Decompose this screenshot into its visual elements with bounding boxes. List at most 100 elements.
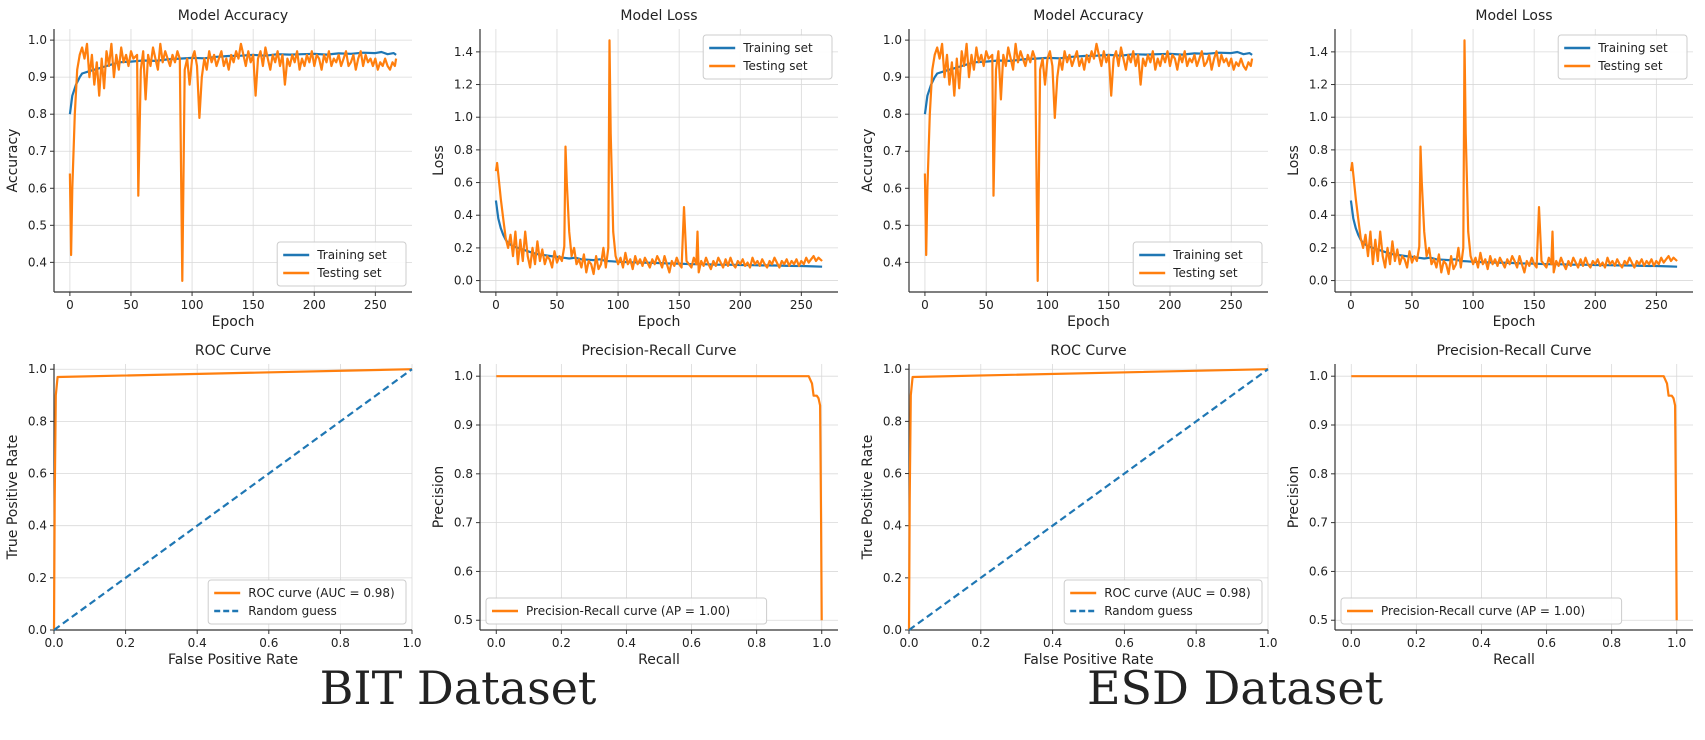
legend-box <box>276 241 407 287</box>
x-tick-label: 0.8 <box>331 636 350 650</box>
x-tick-label: 100 <box>1036 298 1059 312</box>
x-tick-label: 200 <box>729 298 752 312</box>
series-line-testing-set <box>494 39 823 276</box>
y-tick-label: 0.2 <box>454 241 473 255</box>
series-line-training-set <box>1349 200 1678 268</box>
y-tick-label: 0.5 <box>28 218 47 232</box>
x-tick-label: 200 <box>303 298 326 312</box>
x-tick-label: 150 <box>1097 298 1120 312</box>
y-tick-label: 0.4 <box>454 208 473 222</box>
y-tick-label: 0.0 <box>1309 274 1328 288</box>
x-tick-label: 50 <box>123 298 138 312</box>
chart-panel-bit-precision-recall-curve: 0.0 0.2 0.4 0.6 0.8 1.0 0.5 0.6 0.7 0.8 0.9 1.0 Prec… <box>431 343 838 668</box>
y-tick-label: 0.0 <box>28 623 47 637</box>
legend-box <box>207 579 407 625</box>
x-tick-label: 250 <box>1220 298 1243 312</box>
x-tick-label: 0.6 <box>682 636 701 650</box>
legend-box <box>1132 241 1263 287</box>
chart-title: Model Accuracy <box>178 8 288 24</box>
x-tick-label: 0.4 <box>188 636 207 650</box>
x-tick-label: 0.8 <box>747 636 766 650</box>
legend-label: ROC curve (AUC = 0.98) <box>248 586 395 600</box>
y-tick-label: 0.4 <box>883 519 902 533</box>
x-tick-label: 0.2 <box>552 636 571 650</box>
y-tick-label: 1.2 <box>1309 78 1328 92</box>
series-line-testing-set <box>1349 39 1678 276</box>
chart-panel-bit-model-loss: 0 50 100 150 200 250 0.0 0.2 0.4 0.6 0.8 1.0 1.2 1.4 M… <box>431 8 838 330</box>
y-tick-label: 0.2 <box>28 571 47 585</box>
x-axis-label: False Positive Rate <box>1023 652 1153 668</box>
legend-label: Testing set <box>1597 59 1663 73</box>
y-tick-label: 0.5 <box>454 613 473 627</box>
x-tick-label: 0.8 <box>1187 636 1206 650</box>
x-tick-label: 0.0 <box>1342 636 1361 650</box>
y-tick-label: 0.7 <box>28 144 47 158</box>
y-tick-label: 0.8 <box>1309 143 1328 157</box>
x-tick-label: 150 <box>1523 298 1546 312</box>
dataset-label-bit: BIT Dataset <box>319 661 597 715</box>
y-tick-label: 0.6 <box>28 181 47 195</box>
legend-label: Testing set <box>1172 266 1238 280</box>
y-tick-label: 0.4 <box>28 519 47 533</box>
y-tick-label: 1.0 <box>1309 369 1328 383</box>
x-tick-label: 0 <box>492 298 500 312</box>
x-tick-label: 50 <box>979 298 994 312</box>
x-tick-label: 1.0 <box>1258 636 1277 650</box>
legend-label: Random guess <box>248 604 337 618</box>
y-tick-label: 0.5 <box>1309 613 1328 627</box>
series-line-testing-set <box>923 42 1254 282</box>
y-axis-label: Accuracy <box>860 129 876 193</box>
chart-title: Model Accuracy <box>1033 8 1143 24</box>
y-axis-label: Loss <box>431 145 447 176</box>
legend-box <box>1340 597 1623 625</box>
y-tick-label: 1.0 <box>454 369 473 383</box>
x-tick-label: 150 <box>242 298 265 312</box>
y-tick-label: 0.9 <box>454 418 473 432</box>
y-tick-label: 1.0 <box>1309 110 1328 124</box>
x-tick-label: 50 <box>1404 298 1419 312</box>
x-tick-label: 250 <box>364 298 387 312</box>
y-tick-label: 0.8 <box>28 414 47 428</box>
legend-box <box>485 597 768 625</box>
x-tick-label: 0.2 <box>116 636 135 650</box>
x-tick-label: 1.0 <box>812 636 831 650</box>
chart-panel-esd-precision-recall-curve: 0.0 0.2 0.4 0.6 0.8 1.0 0.5 0.6 0.7 0.8 0.9 1.0 Prec… <box>1286 343 1693 668</box>
y-tick-label: 0.8 <box>454 143 473 157</box>
y-tick-label: 0.6 <box>1309 564 1328 578</box>
legend-label: Precision-Recall curve (AP = 1.00) <box>526 604 730 618</box>
legend-label: Training set <box>316 248 387 262</box>
y-tick-label: 0.6 <box>883 181 902 195</box>
legend-box <box>702 34 833 80</box>
x-tick-label: 0.0 <box>899 636 918 650</box>
series-line-training-set <box>494 200 823 268</box>
x-tick-label: 0 <box>1347 298 1355 312</box>
x-tick-label: 0.6 <box>1115 636 1134 650</box>
y-tick-label: 1.0 <box>454 110 473 124</box>
y-tick-label: 0.5 <box>883 218 902 232</box>
y-tick-label: 1.0 <box>28 362 47 376</box>
y-tick-label: 0.8 <box>28 107 47 121</box>
x-tick-label: 0.2 <box>971 636 990 650</box>
legend: Training set Testing set <box>702 34 833 80</box>
series-line-precision-recall-curve-ap-1-00 <box>496 375 823 621</box>
legend-label: Training set <box>1172 248 1243 262</box>
y-tick-label: 0.4 <box>883 255 902 269</box>
y-tick-label: 0.6 <box>883 467 902 481</box>
y-tick-label: 1.2 <box>454 78 473 92</box>
legend: Training set Testing set <box>1557 34 1688 80</box>
series-line-testing-set <box>68 42 398 282</box>
legend-label: Testing set <box>742 59 808 73</box>
y-tick-label: 0.0 <box>454 274 473 288</box>
y-tick-label: 0.2 <box>883 571 902 585</box>
legend: Precision-Recall curve (AP = 1.00) <box>1340 597 1623 625</box>
x-tick-label: 0.0 <box>44 636 63 650</box>
y-axis-label: True Positive Rate <box>860 435 876 561</box>
x-axis-label: Epoch <box>638 314 681 330</box>
y-tick-label: 0.2 <box>1309 241 1328 255</box>
legend: ROC curve (AUC = 0.98) Random guess <box>207 579 407 625</box>
y-tick-label: 0.6 <box>28 467 47 481</box>
x-tick-label: 50 <box>549 298 564 312</box>
chart-panel-esd-roc-curve: 0.0 0.2 0.4 0.6 0.8 1.0 0.0 0.2 0.4 0.6 0.8 1.0 ROC … <box>860 343 1278 668</box>
x-tick-label: 0.6 <box>259 636 278 650</box>
